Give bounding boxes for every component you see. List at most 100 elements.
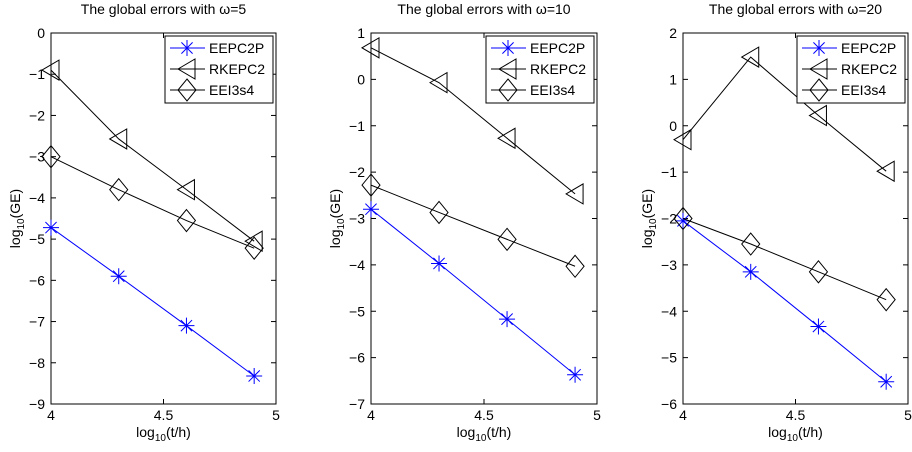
data-point-RKEPC2	[808, 104, 827, 127]
y-tick-label: −4	[349, 257, 365, 273]
legend-marker	[809, 58, 828, 80]
series-line-EEI3s4	[682, 218, 887, 301]
y-tick-label: −1	[29, 66, 45, 82]
x-tick-label: 5	[593, 407, 601, 423]
y-tick-label: −2	[349, 164, 365, 180]
data-point-RKEPC2	[244, 230, 263, 253]
y-tick-label: −3	[661, 257, 677, 273]
y-tick-label: −8	[29, 355, 45, 371]
data-point-EEI3s4	[497, 227, 517, 252]
x-tick-label: 4	[679, 407, 687, 423]
data-point-EEPC2P	[363, 201, 379, 218]
data-point-EEPC2P	[110, 268, 127, 285]
data-point-RKEPC2	[497, 127, 516, 150]
legend-label: EEI3s4	[530, 82, 575, 98]
series-line-RKEPC2	[370, 47, 576, 195]
data-point-EEPC2P	[178, 317, 195, 334]
y-axis-label: log10(GE)	[639, 189, 659, 248]
data-point-RKEPC2	[429, 71, 448, 94]
data-point-RKEPC2	[673, 128, 692, 151]
data-point-EEI3s4	[565, 254, 585, 279]
y-tick-label: −9	[29, 396, 45, 412]
data-point-RKEPC2	[740, 46, 760, 68]
data-point-RKEPC2	[876, 160, 895, 183]
series-line-EEI3s4	[370, 184, 576, 267]
y-tick-label: 1	[357, 25, 365, 41]
y-tick-label: −1	[661, 164, 677, 180]
series-line-EEPC2P	[50, 227, 255, 377]
legend: EEPC2P RKEPC2 EEI3s4	[164, 35, 274, 104]
series-line-RKEPC2	[50, 69, 255, 242]
legend-marker	[177, 58, 196, 80]
data-point-EEI3s4	[429, 200, 449, 225]
data-point-EEI3s4	[741, 232, 761, 256]
x-axis-label: log10(t/h)	[457, 424, 512, 444]
x-axis-label: log10(t/h)	[136, 424, 191, 444]
data-point-RKEPC2	[176, 178, 195, 201]
series-line-RKEPC2	[682, 56, 887, 172]
legend: EEPC2P RKEPC2 EEI3s4	[796, 35, 906, 104]
x-tick-label: 5	[904, 407, 912, 423]
x-tick-label: 4.5	[154, 407, 174, 423]
y-tick-label: −7	[349, 396, 365, 412]
data-point-EEI3s4	[808, 260, 829, 284]
data-point-EEI3s4	[673, 206, 693, 231]
y-tick-label: −7	[29, 314, 45, 330]
y-tick-label: 0	[669, 118, 677, 134]
y-tick-label: 1	[669, 71, 677, 87]
series-line-EEI3s4	[50, 156, 255, 249]
y-tick-label: 0	[37, 25, 45, 41]
data-point-EEPC2P	[567, 366, 584, 383]
x-tick-label: 4.5	[474, 407, 494, 423]
legend-marker	[811, 40, 827, 56]
data-point-EEPC2P	[675, 212, 691, 229]
legend-label: RKEPC2	[209, 61, 265, 77]
x-tick-label: 4.5	[786, 407, 806, 423]
series-line-EEPC2P	[682, 220, 887, 383]
y-axis-label: log10(GE)	[327, 189, 347, 248]
legend-marker	[498, 58, 517, 80]
y-tick-label: −5	[29, 231, 45, 247]
y-axis-label: log10(GE)	[7, 189, 27, 248]
chart-title: The global errors with ω=5	[81, 1, 247, 17]
legend-marker	[500, 40, 516, 56]
legend: EEPC2P RKEPC2 EEI3s4	[485, 35, 595, 104]
legend-label: EEPC2P	[209, 40, 264, 56]
y-tick-label: −5	[349, 303, 365, 319]
data-point-EEPC2P	[499, 311, 516, 328]
data-point-EEPC2P	[810, 318, 827, 335]
y-tick-label: −5	[661, 350, 677, 366]
legend-marker	[498, 78, 518, 102]
legend-label: EEI3s4	[209, 82, 254, 98]
y-tick-label: 2	[669, 25, 677, 41]
legend-label: EEI3s4	[841, 82, 886, 98]
chart-title: The global errors with ω=20	[709, 1, 882, 17]
data-point-EEI3s4	[361, 173, 381, 197]
series-line-EEPC2P	[370, 208, 576, 376]
y-tick-label: −6	[661, 396, 677, 412]
chart-panel-3: The global errors with ω=20 4 4.5 5 −6 −5 −4 −3…	[639, 1, 912, 444]
data-point-EEI3s4	[176, 208, 197, 233]
data-point-EEI3s4	[109, 177, 129, 202]
x-tick-label: 5	[272, 407, 280, 423]
data-point-EEI3s4	[244, 236, 264, 260]
data-point-RKEPC2	[565, 183, 584, 205]
chart-title: The global errors with ω=10	[397, 1, 570, 17]
y-tick-label: −1	[349, 118, 365, 134]
data-point-RKEPC2	[41, 59, 60, 81]
x-tick-label: 4	[367, 407, 375, 423]
legend-marker	[809, 78, 829, 102]
legend-label: RKEPC2	[841, 61, 897, 77]
data-point-EEPC2P	[878, 373, 895, 390]
legend-label: EEPC2P	[530, 40, 585, 56]
data-point-EEPC2P	[742, 263, 759, 280]
data-point-EEPC2P	[431, 255, 448, 272]
y-tick-label: −2	[661, 211, 677, 227]
data-point-EEI3s4	[876, 287, 896, 312]
y-tick-label: −6	[349, 350, 365, 366]
y-tick-label: 0	[357, 71, 365, 87]
y-tick-label: −6	[29, 272, 45, 288]
data-point-EEI3s4	[41, 144, 61, 169]
chart-panel-2: The global errors with ω=10 4 4.5 5 −7 −6 −5 −4…	[327, 1, 601, 444]
